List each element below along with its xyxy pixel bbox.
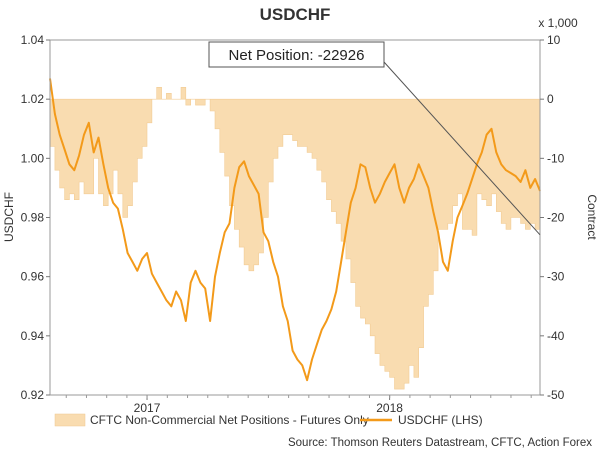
y-left-tick-label: 1.04 [21, 33, 45, 47]
right-axis-multiplier: x 1,000 [538, 16, 578, 30]
y-left-tick-label: 0.94 [21, 329, 45, 343]
ticks-layer: 0.92 0.94 0.96 0.98 1.00 1.02 1.04 -50 -40 -30 -20… [21, 33, 565, 415]
y-left-tick-label: 1.02 [21, 92, 45, 106]
annotation-leader-line [383, 61, 541, 236]
annotation-box [208, 41, 385, 68]
y-right-tick-label: -30 [547, 270, 565, 284]
legend-swatch-area [54, 413, 86, 427]
legend-label-area: CFTC Non-Commercial Net Positions - Futu… [90, 413, 369, 427]
annotation-callout: Net Position: -22926 [208, 41, 385, 68]
x-tick-label: 2018 [376, 401, 403, 415]
y-left-tick-label: 0.98 [21, 211, 45, 225]
legend-label-line: USDCHF (LHS) [398, 413, 483, 427]
y-right-tick-label: -20 [547, 211, 565, 225]
source-note: Source: Thomson Reuters Datastream, CFTC… [288, 437, 592, 449]
x-tick-label: 2017 [134, 401, 161, 415]
chart-title: USDCHF [260, 5, 331, 24]
y-right-tick-label: -40 [547, 329, 565, 343]
area-series-cftc [49, 87, 541, 390]
line-series-layer [49, 78, 541, 382]
y-left-tick-label: 0.92 [21, 388, 45, 402]
y-left-tick-label: 1.00 [21, 151, 45, 165]
y-right-tick-label: 10 [547, 33, 561, 47]
y-axis-right-label: Contract [585, 194, 599, 240]
annotation-label: Net Position: -22926 [229, 47, 365, 64]
line-series-usdchf [49, 78, 541, 382]
area-series-layer [49, 87, 541, 390]
y-right-tick-label: 0 [547, 92, 554, 106]
legend: CFTC Non-Commercial Net Positions - Futu… [54, 413, 483, 427]
y-right-tick-label: -10 [547, 151, 565, 165]
y-axis-left-label: USDCHF [2, 192, 16, 242]
y-left-tick-label: 0.96 [21, 270, 45, 284]
y-right-tick-label: -50 [547, 388, 565, 402]
